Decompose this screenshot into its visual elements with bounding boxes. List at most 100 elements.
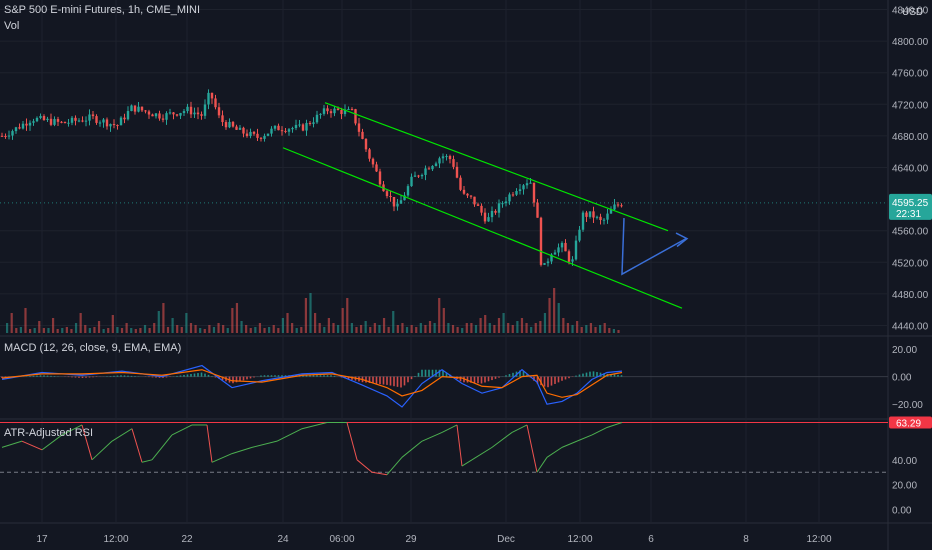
candle-body xyxy=(445,156,448,158)
trendline-drawings[interactable] xyxy=(282,102,689,309)
candle-body xyxy=(427,168,431,170)
candle-body xyxy=(91,114,95,117)
volume-bar xyxy=(143,325,147,333)
candle-body xyxy=(557,247,560,253)
macd-histogram-bar xyxy=(92,376,94,378)
macd-title: MACD (12, 26, close, 9, EMA, EMA) xyxy=(4,342,182,354)
macd-histogram-bar xyxy=(512,372,514,377)
volume-bar xyxy=(166,327,170,333)
volume-bar xyxy=(281,318,285,333)
candle-body xyxy=(84,120,88,122)
candle-body xyxy=(270,128,273,134)
candle-body xyxy=(200,114,203,116)
macd-histogram-bar xyxy=(165,376,168,378)
macd-histogram-bar xyxy=(120,375,122,377)
price-tick-label: 4760.00 xyxy=(892,69,929,80)
macd-tick-label: 20.00 xyxy=(892,345,917,356)
volume-bar xyxy=(323,327,326,333)
time-tick-label: 12:00 xyxy=(806,534,831,545)
candle-body xyxy=(592,211,595,218)
volume-bar xyxy=(438,298,441,333)
candle-body xyxy=(126,111,130,120)
macd-tick-label: 0.00 xyxy=(892,373,912,384)
candle-body xyxy=(214,98,217,108)
macd-histogram-bar xyxy=(305,375,308,377)
volume-label: Vol xyxy=(4,20,20,32)
volume-bar xyxy=(612,329,616,333)
macd-histogram-bar xyxy=(183,374,185,377)
candle-body xyxy=(480,205,483,213)
macd-histogram-bar xyxy=(50,375,52,377)
candle-body xyxy=(154,113,158,117)
rsi-segment xyxy=(606,422,623,428)
macd-histogram-bar xyxy=(190,374,192,377)
volume-bar xyxy=(107,328,110,333)
volume-bar xyxy=(235,303,239,333)
last-price-badge xyxy=(889,193,932,220)
volume-bar xyxy=(415,327,418,333)
macd-histogram-bar xyxy=(221,376,224,381)
volume-bar xyxy=(295,328,298,333)
rsi-segment xyxy=(401,440,423,458)
macd-histogram-bar xyxy=(130,375,133,377)
candle-body xyxy=(245,133,249,137)
macd-histogram-bar xyxy=(29,376,31,377)
candle-body xyxy=(109,124,112,127)
candle-body xyxy=(406,186,410,196)
volume-bar xyxy=(576,321,579,333)
price-tick-label: 4480.00 xyxy=(892,290,929,301)
macd-histogram-bar xyxy=(400,376,402,388)
rsi-segment xyxy=(561,440,578,448)
volume-bar xyxy=(28,329,32,333)
macd-histogram-bar xyxy=(564,376,567,380)
candle-body xyxy=(490,210,494,218)
volume-bar xyxy=(585,325,588,333)
candle-body xyxy=(354,109,357,124)
macd-histogram-bar xyxy=(582,373,584,377)
volume-bar xyxy=(502,313,505,333)
candle-body xyxy=(116,125,119,127)
volume-bar xyxy=(543,313,547,333)
candle-body xyxy=(459,177,462,190)
candle-body xyxy=(515,191,518,195)
macd-histogram-bar xyxy=(1,376,3,378)
time-tick-label: 24 xyxy=(277,534,289,545)
candle-body xyxy=(130,105,133,112)
volume-bar xyxy=(488,323,491,333)
macd-histogram-bar xyxy=(43,375,45,377)
candle-body xyxy=(581,212,585,230)
candle-body xyxy=(196,112,200,115)
candle-body xyxy=(217,107,221,116)
time-tick-label: 17 xyxy=(36,534,48,545)
candle-body xyxy=(63,121,67,124)
price-tick-label: 4640.00 xyxy=(892,164,929,175)
macd-signal-line xyxy=(1,369,623,398)
volume-bar xyxy=(176,325,179,333)
volume-bar xyxy=(603,323,606,333)
candle-body xyxy=(616,204,620,206)
macd-histogram-bar xyxy=(200,372,203,377)
candle-body xyxy=(434,163,438,166)
macd-histogram-bar xyxy=(613,374,616,377)
rsi-segment xyxy=(41,434,63,451)
candle-body xyxy=(466,193,469,196)
macd-histogram-bar xyxy=(32,375,35,377)
volume-bar xyxy=(401,323,404,333)
rsi-segment xyxy=(386,456,403,476)
time-axis[interactable]: 17 12:00 22 24 06:00 29 Dec 12:00 6 8 12:00 xyxy=(36,534,832,545)
macd-histogram-bar xyxy=(267,375,269,377)
candle-body xyxy=(263,135,266,139)
rsi-segment xyxy=(211,453,233,463)
price-axis[interactable]: 4440.00 4480.00 4520.00 4560.00 4640.00 4680.… xyxy=(889,5,932,517)
macd-histogram-bar xyxy=(596,372,598,377)
volume-bar xyxy=(359,325,363,333)
volume-bar xyxy=(456,327,459,333)
candle-body xyxy=(585,212,588,217)
candle-body xyxy=(259,137,263,139)
macd-histogram-bar xyxy=(81,376,84,378)
candle-body xyxy=(340,109,343,115)
candle-body xyxy=(18,127,21,129)
volume-bar xyxy=(194,325,197,333)
volume-bar xyxy=(171,318,174,333)
